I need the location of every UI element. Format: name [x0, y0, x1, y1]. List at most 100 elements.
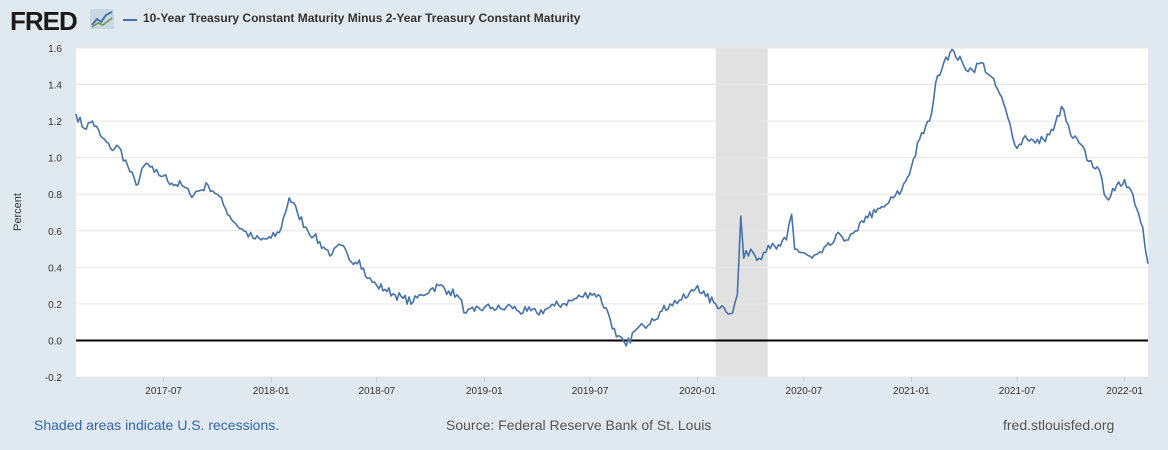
data-point[interactable] [785, 239, 787, 241]
data-point[interactable] [420, 294, 422, 296]
data-point[interactable] [875, 211, 877, 213]
data-point[interactable] [651, 317, 653, 319]
data-point[interactable] [1078, 142, 1080, 144]
data-point[interactable] [509, 305, 511, 307]
data-point[interactable] [224, 208, 226, 210]
site-link[interactable]: fred.stlouisfed.org [1003, 417, 1115, 433]
data-point[interactable] [313, 235, 315, 237]
data-point[interactable] [998, 92, 1000, 94]
data-point[interactable] [736, 294, 738, 296]
data-point[interactable] [135, 184, 137, 186]
data-point[interactable] [153, 171, 155, 173]
data-point[interactable] [162, 175, 164, 177]
data-point[interactable] [731, 312, 733, 314]
data-point[interactable] [358, 259, 360, 261]
data-point[interactable] [661, 310, 663, 312]
data-point[interactable] [963, 65, 965, 67]
data-point[interactable] [883, 206, 885, 208]
data-point[interactable] [348, 259, 350, 261]
data-point[interactable] [1114, 189, 1116, 191]
data-point[interactable] [109, 147, 111, 149]
data-point[interactable] [117, 146, 119, 148]
data-point[interactable] [696, 284, 698, 286]
data-point[interactable] [376, 284, 378, 286]
data-point[interactable] [758, 257, 760, 259]
data-point[interactable] [394, 294, 396, 296]
data-point[interactable] [1142, 226, 1144, 228]
data-point[interactable] [553, 305, 555, 307]
data-point[interactable] [384, 288, 386, 290]
data-point[interactable] [686, 295, 688, 297]
data-point[interactable] [714, 303, 716, 305]
data-point[interactable] [678, 299, 680, 301]
data-point[interactable] [331, 253, 333, 255]
data-point[interactable] [918, 138, 920, 140]
data-point[interactable] [803, 252, 805, 254]
data-point[interactable] [127, 166, 129, 168]
data-point[interactable] [145, 162, 147, 164]
data-point[interactable] [1034, 142, 1036, 144]
data-point[interactable] [526, 310, 528, 312]
data-point[interactable] [1105, 197, 1107, 199]
data-point[interactable] [705, 295, 707, 297]
data-point[interactable] [448, 290, 450, 292]
line-chart[interactable]: -0.20.00.20.40.60.81.01.21.41.6 2017-07 2… [0, 40, 1168, 405]
data-point[interactable] [366, 277, 368, 279]
data-point[interactable] [1016, 147, 1018, 149]
data-point[interactable] [1042, 138, 1044, 140]
data-point[interactable] [260, 239, 262, 241]
data-point[interactable] [91, 120, 93, 122]
data-point[interactable] [892, 197, 894, 199]
data-point[interactable] [839, 233, 841, 235]
fred-logo[interactable]: FRED [10, 6, 78, 36]
data-point[interactable] [491, 306, 493, 308]
data-point[interactable] [181, 184, 183, 186]
data-point[interactable] [643, 325, 645, 327]
data-point[interactable] [501, 308, 503, 310]
data-point[interactable] [945, 56, 947, 58]
data-point[interactable] [928, 120, 930, 122]
data-point[interactable] [1007, 116, 1009, 118]
data-point[interactable] [723, 306, 725, 308]
data-point[interactable] [402, 297, 404, 299]
data-point[interactable] [199, 189, 201, 191]
data-point[interactable] [607, 312, 609, 314]
data-point[interactable] [171, 182, 173, 184]
data-point[interactable] [1060, 105, 1062, 107]
data-point[interactable] [518, 310, 520, 312]
data-point[interactable] [910, 166, 912, 168]
data-point[interactable] [322, 246, 324, 248]
data-point[interactable] [750, 248, 752, 250]
data-point[interactable] [438, 284, 440, 286]
data-point[interactable] [625, 345, 627, 347]
data-point[interactable] [252, 237, 254, 239]
data-point[interactable] [580, 295, 582, 297]
data-point[interactable] [412, 301, 414, 303]
data-point[interactable] [865, 215, 867, 217]
data-point[interactable] [900, 189, 902, 191]
data-point[interactable] [669, 303, 671, 305]
data-point[interactable] [980, 61, 982, 63]
data-point[interactable] [1096, 166, 1098, 168]
data-point[interactable] [465, 312, 467, 314]
data-point[interactable] [1070, 135, 1072, 137]
data-point[interactable] [847, 239, 849, 241]
data-point[interactable] [561, 303, 563, 305]
data-point[interactable] [429, 288, 431, 290]
data-point[interactable] [856, 230, 858, 232]
data-point[interactable] [83, 127, 85, 129]
data-point[interactable] [829, 244, 831, 246]
data-point[interactable] [589, 292, 591, 294]
data-point[interactable] [936, 74, 938, 76]
data-point[interactable] [953, 50, 955, 52]
data-point[interactable] [743, 257, 745, 259]
data-point[interactable] [571, 299, 573, 301]
data-point[interactable] [988, 74, 990, 76]
data-point[interactable] [1024, 135, 1026, 137]
data-point[interactable] [1132, 193, 1134, 195]
recession-band[interactable] [715, 48, 768, 377]
data-point[interactable] [278, 231, 280, 233]
data-point[interactable] [288, 197, 290, 199]
legend-label[interactable]: 10-Year Treasury Constant Maturity Minus… [143, 11, 581, 25]
data-point[interactable] [304, 226, 306, 228]
